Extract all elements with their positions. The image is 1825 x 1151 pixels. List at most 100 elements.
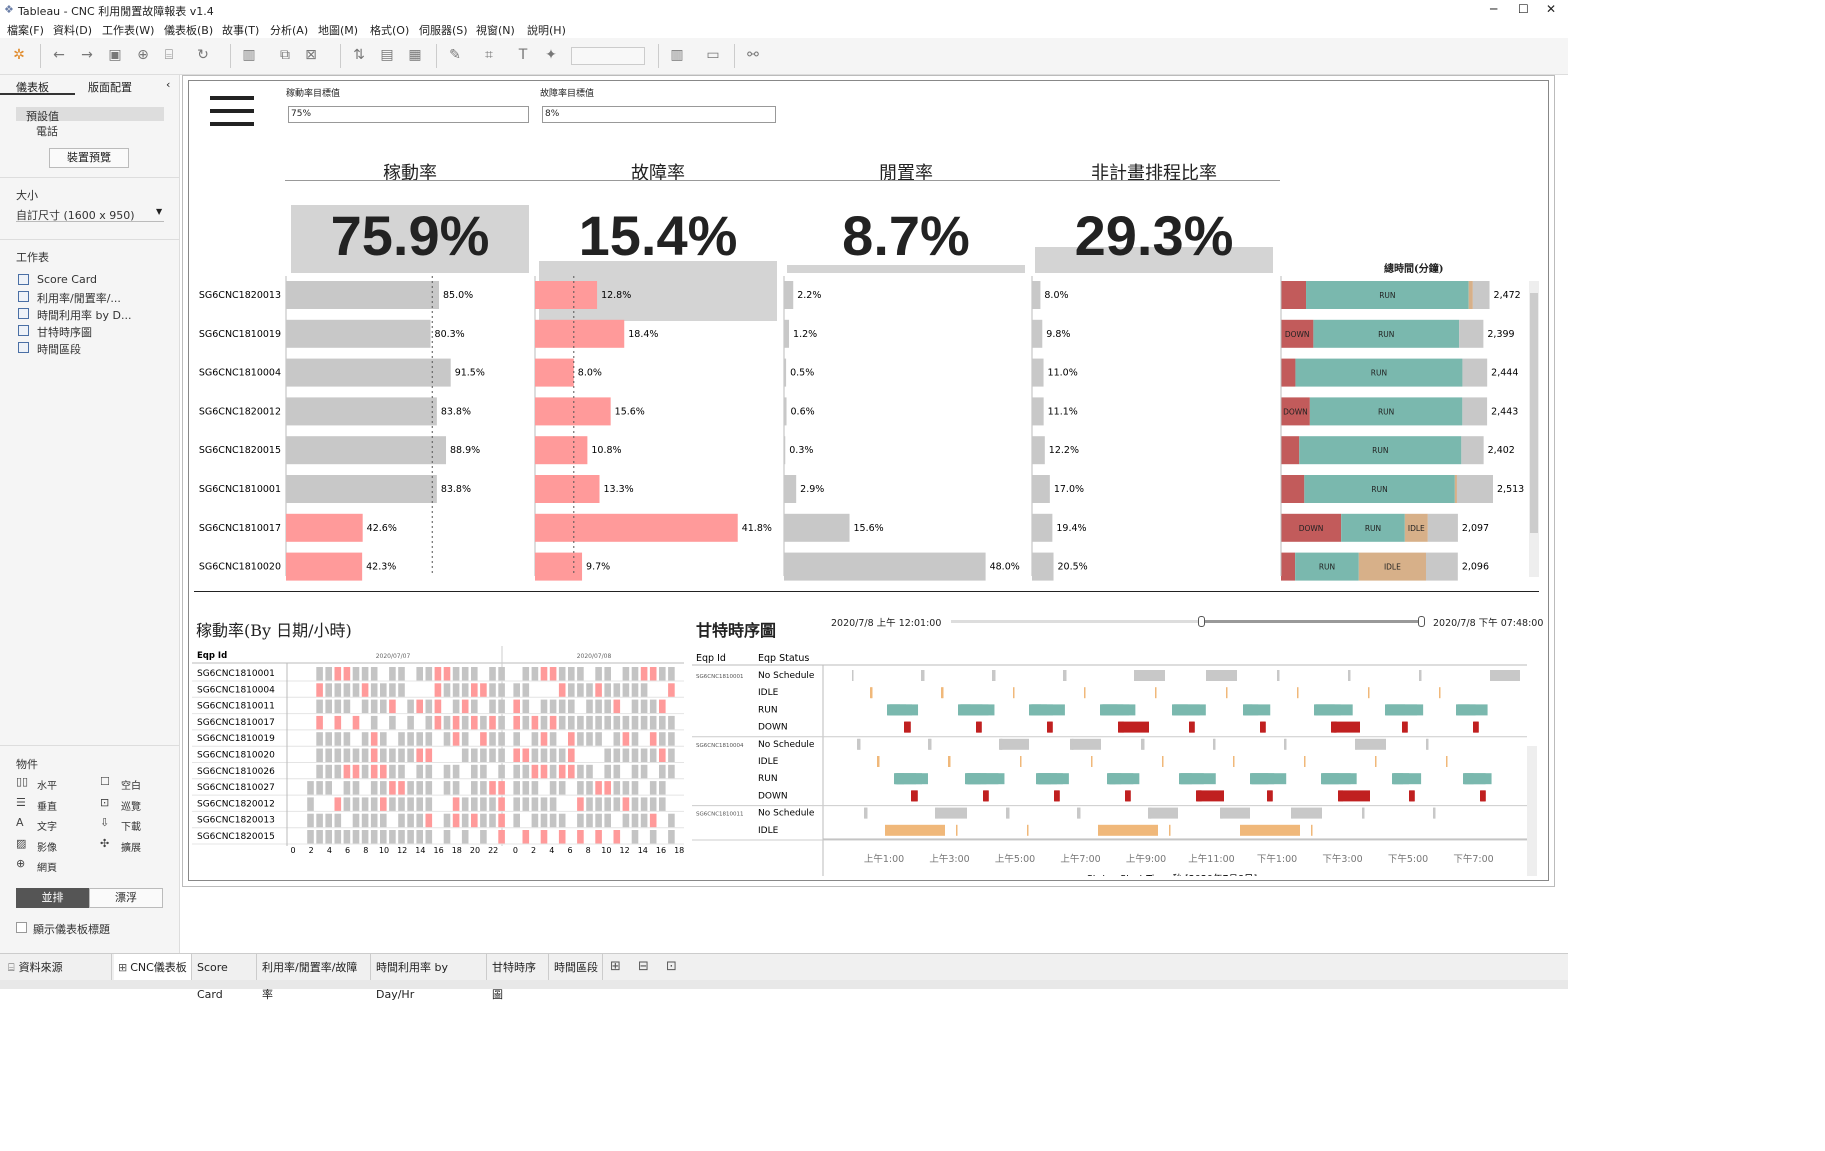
gantt-bar[interactable] (1108, 773, 1134, 785)
heatmap-cell[interactable] (631, 813, 639, 828)
gantt-bar[interactable] (1064, 670, 1066, 681)
gantt-bar[interactable] (858, 738, 860, 750)
heatmap-cell[interactable] (498, 683, 505, 697)
heatmap-cell[interactable] (352, 748, 360, 763)
heatmap-cell[interactable] (498, 764, 505, 779)
heatmap-cell[interactable] (352, 781, 360, 795)
status-segment[interactable] (1462, 358, 1488, 387)
heatmap-cell[interactable] (370, 699, 378, 714)
heatmap-cell[interactable] (531, 667, 539, 681)
heatmap-cell[interactable] (352, 683, 360, 697)
heatmap-cell[interactable] (498, 748, 505, 763)
heatmap-cell[interactable] (380, 748, 387, 763)
gantt-bar[interactable] (878, 756, 880, 767)
heatmap-cell[interactable] (489, 699, 496, 714)
heatmap-cell[interactable] (343, 732, 351, 746)
gantt-bar[interactable] (1277, 670, 1279, 681)
gantt-bar[interactable] (923, 670, 925, 681)
heatmap-cell[interactable] (389, 715, 396, 730)
gantt-bar[interactable] (956, 824, 958, 836)
status-segment[interactable] (1281, 358, 1296, 387)
device-preview-button[interactable]: 裝置預覽 (49, 148, 129, 168)
heatmap-cell[interactable] (325, 764, 332, 779)
heatmap-cell[interactable] (370, 764, 378, 779)
gantt-bar[interactable] (1292, 807, 1322, 819)
heatmap-cell[interactable] (398, 781, 405, 795)
heatmap-cell[interactable] (389, 683, 396, 697)
heatmap-cell[interactable] (513, 781, 520, 795)
heatmap-cell[interactable] (613, 764, 621, 779)
status-segment[interactable] (1281, 397, 1310, 426)
gantt-bar[interactable] (1190, 721, 1192, 733)
heatmap-cell[interactable] (380, 813, 387, 828)
heatmap-cell[interactable] (334, 667, 342, 681)
gantt-bar[interactable] (986, 790, 988, 802)
score-bar[interactable] (535, 475, 600, 503)
gantt-bar[interactable] (1084, 687, 1086, 699)
status-segment[interactable] (1295, 358, 1463, 387)
heatmap-cell[interactable] (480, 813, 487, 828)
heatmap-cell[interactable] (461, 667, 469, 681)
status-segment[interactable] (1299, 436, 1462, 465)
gantt-bar[interactable] (1411, 790, 1413, 802)
gantt-bar[interactable] (1056, 790, 1058, 802)
gantt-bar[interactable] (1348, 670, 1350, 681)
heatmap-cell[interactable] (631, 732, 639, 746)
heatmap-cell[interactable] (334, 748, 342, 763)
heatmap-cell[interactable] (558, 683, 566, 697)
heatmap-cell[interactable] (471, 715, 478, 730)
heatmap-cell[interactable] (425, 781, 433, 795)
heatmap-cell[interactable] (452, 667, 460, 681)
gantt-bar[interactable] (865, 807, 867, 819)
heatmap-cell[interactable] (334, 732, 342, 746)
heatmap-cell[interactable] (380, 699, 387, 714)
heatmap-cell[interactable] (568, 764, 575, 779)
gantt-bar[interactable] (1120, 721, 1122, 733)
gantt-bar[interactable] (1189, 721, 1191, 733)
status-segment[interactable] (1306, 281, 1469, 309)
gantt-bar[interactable] (1007, 807, 1009, 819)
heatmap-cell[interactable] (631, 683, 639, 697)
heatmap-cell[interactable] (540, 830, 548, 844)
heatmap-cell[interactable] (416, 667, 423, 681)
heatmap-cell[interactable] (471, 683, 478, 697)
score-bar[interactable] (286, 513, 363, 542)
heatmap-cell[interactable] (461, 830, 469, 844)
device-phone[interactable]: 電話 (36, 125, 58, 138)
gantt-bar[interactable] (885, 824, 945, 836)
heatmap-cell[interactable] (640, 699, 648, 714)
gantt-bar[interactable] (921, 670, 923, 681)
score-bar[interactable] (286, 281, 439, 309)
menu-item-7[interactable]: 格式(O) (370, 24, 410, 37)
heatmap-cell[interactable] (307, 781, 314, 795)
heatmap-cell[interactable] (649, 667, 657, 681)
gantt-bar[interactable] (1264, 721, 1266, 733)
heatmap-cell[interactable] (352, 830, 360, 844)
gantt-bar[interactable] (1107, 773, 1116, 785)
device-default[interactable]: 預設值 (16, 107, 164, 123)
heatmap-cell[interactable] (522, 797, 530, 811)
object-item[interactable]: A 文字 (16, 816, 96, 834)
new-dashboard-icon[interactable]: ⊟ (638, 959, 649, 974)
heatmap-cell[interactable] (668, 667, 675, 681)
gantt-bar[interactable] (1356, 738, 1386, 750)
gantt-bar[interactable] (1463, 773, 1486, 785)
gantt-bar[interactable] (1426, 738, 1428, 750)
minimize-icon[interactable]: ─ (1490, 2, 1498, 16)
heatmap-cell[interactable] (595, 830, 602, 844)
new-story-icon[interactable]: ⊡ (666, 959, 677, 974)
gantt-bar[interactable] (887, 704, 913, 716)
heatmap-cell[interactable] (522, 748, 530, 763)
heatmap-cell[interactable] (568, 699, 575, 714)
heatmap-cell[interactable] (631, 797, 639, 811)
heatmap-cell[interactable] (325, 732, 332, 746)
clear-icon[interactable]: ⊠ (305, 47, 317, 63)
heatmap-cell[interactable] (595, 732, 602, 746)
heatmap-cell[interactable] (613, 830, 621, 844)
heatmap-cell[interactable] (498, 667, 505, 681)
heatmap-cell[interactable] (489, 667, 496, 681)
gantt-bar[interactable] (1214, 738, 1216, 750)
gantt-bar[interactable] (922, 670, 924, 681)
gantt-bar[interactable] (1473, 721, 1475, 733)
heatmap-cell[interactable] (480, 715, 487, 730)
